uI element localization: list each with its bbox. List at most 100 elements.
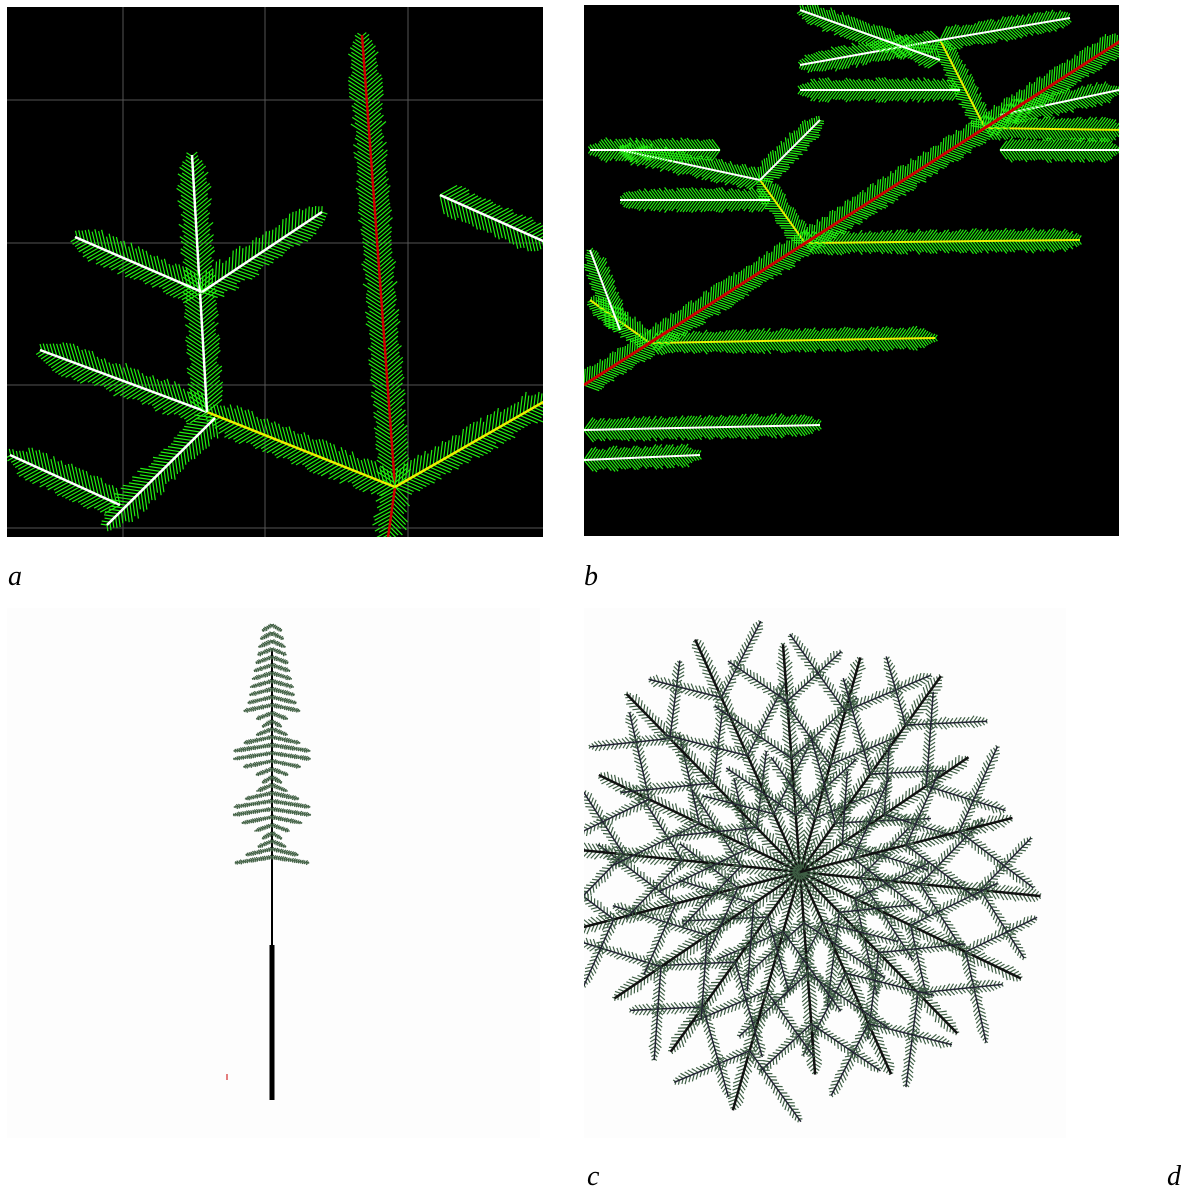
branch-axis bbox=[255, 656, 273, 664]
branch-axis bbox=[256, 784, 273, 792]
branch-axis bbox=[271, 824, 290, 832]
branch-axis bbox=[271, 720, 283, 728]
branch-axis bbox=[271, 696, 297, 704]
needles bbox=[905, 715, 988, 732]
branch-axis bbox=[839, 903, 915, 914]
branch-axis bbox=[244, 792, 273, 800]
branch-axis bbox=[799, 39, 941, 66]
needles bbox=[271, 623, 283, 632]
needles bbox=[741, 903, 760, 990]
branch-axis bbox=[804, 239, 1081, 244]
branch-axis bbox=[659, 847, 751, 892]
branch-axis bbox=[233, 752, 273, 760]
needles bbox=[271, 742, 311, 753]
needles bbox=[70, 229, 203, 304]
needles bbox=[243, 702, 273, 713]
branch-axis bbox=[271, 704, 301, 712]
needles bbox=[271, 710, 289, 721]
needles bbox=[245, 846, 273, 857]
needles bbox=[271, 702, 301, 713]
needles bbox=[698, 1006, 732, 1098]
panel-d bbox=[584, 620, 1042, 1123]
branch-axis bbox=[712, 711, 724, 784]
branch-axis bbox=[261, 776, 273, 784]
branch-axis bbox=[243, 704, 273, 712]
branch-axis bbox=[386, 486, 397, 537]
needles bbox=[271, 734, 301, 745]
needles bbox=[271, 814, 303, 825]
needles bbox=[394, 391, 543, 495]
needles bbox=[648, 966, 668, 1062]
branch-axis bbox=[590, 737, 670, 748]
branch-axis bbox=[233, 744, 273, 752]
branch-axis bbox=[648, 678, 722, 699]
needles bbox=[725, 766, 797, 818]
needles bbox=[852, 855, 930, 918]
branch-axis bbox=[247, 696, 273, 704]
needles bbox=[271, 790, 300, 801]
branch-axis bbox=[653, 966, 662, 1061]
branch-axis bbox=[674, 826, 757, 837]
needles bbox=[271, 782, 288, 793]
branch-axis bbox=[826, 912, 841, 1008]
branch-axis bbox=[271, 728, 288, 736]
branch-axis bbox=[258, 640, 273, 648]
needles bbox=[925, 781, 1006, 815]
branch-axis bbox=[702, 795, 774, 815]
needles bbox=[249, 678, 273, 689]
needles bbox=[271, 839, 287, 848]
branch-axis bbox=[765, 990, 814, 1057]
branch-axis bbox=[232, 808, 273, 816]
needles bbox=[255, 727, 273, 737]
branch-axis bbox=[678, 733, 701, 824]
branch-axis bbox=[271, 848, 299, 856]
branch-axis bbox=[271, 624, 283, 632]
needles bbox=[787, 632, 848, 712]
branch-axis bbox=[782, 699, 831, 766]
branch-axis bbox=[643, 903, 677, 975]
branch-axis bbox=[206, 410, 396, 489]
needles bbox=[664, 731, 749, 761]
branch-axis bbox=[655, 961, 736, 967]
needles bbox=[883, 656, 911, 726]
branch-axis bbox=[254, 824, 273, 832]
branch-axis bbox=[619, 149, 761, 181]
branch-axis bbox=[271, 744, 311, 752]
branch-axis bbox=[669, 660, 681, 739]
branch-axis bbox=[255, 768, 273, 776]
branch-axis bbox=[782, 931, 842, 1012]
needles bbox=[100, 414, 219, 532]
branch-axis bbox=[905, 844, 979, 900]
branch-axis bbox=[905, 992, 919, 1088]
needles bbox=[271, 655, 289, 665]
branch-axis bbox=[939, 17, 1071, 41]
branch-axis bbox=[360, 34, 397, 488]
needles bbox=[901, 769, 942, 846]
needles bbox=[255, 766, 273, 777]
branch-axis bbox=[271, 768, 289, 776]
branch-axis bbox=[271, 808, 312, 816]
needles bbox=[999, 136, 1119, 164]
needles bbox=[727, 659, 788, 705]
needles bbox=[584, 852, 626, 901]
branch-axis bbox=[584, 791, 625, 855]
needles bbox=[848, 775, 892, 860]
needles bbox=[233, 798, 273, 810]
branch-axis bbox=[852, 777, 891, 859]
branch-axis bbox=[807, 972, 889, 1029]
panel-label: b bbox=[584, 561, 598, 592]
branch-axis bbox=[271, 792, 300, 800]
branch-axis bbox=[625, 859, 683, 919]
branch-axis bbox=[256, 728, 273, 736]
branch-axis bbox=[584, 798, 650, 832]
panel-b-background bbox=[584, 5, 1119, 536]
branch-axis bbox=[905, 720, 988, 726]
needles bbox=[587, 137, 721, 163]
needles bbox=[878, 938, 966, 959]
branch-axis bbox=[243, 736, 273, 744]
branch-axis bbox=[271, 688, 295, 696]
needles bbox=[584, 918, 618, 988]
branch-axis bbox=[394, 400, 543, 489]
needles bbox=[247, 694, 273, 705]
